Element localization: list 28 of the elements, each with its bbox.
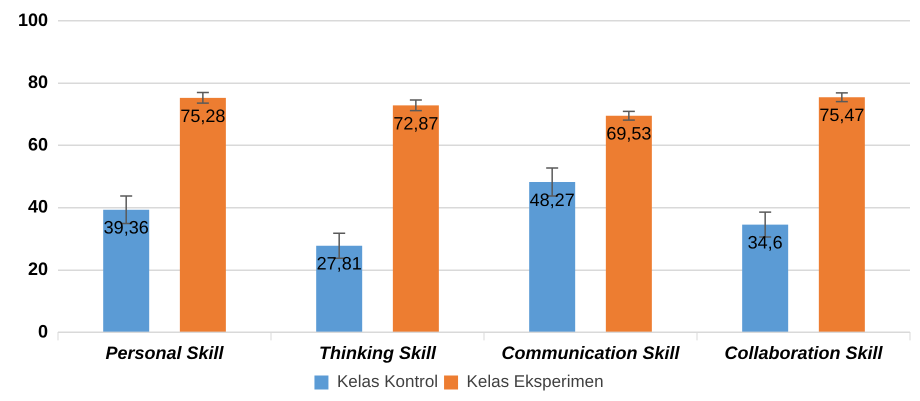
data-label: 69,53	[606, 124, 652, 144]
legend-label: Kelas Kontrol	[336, 372, 438, 392]
data-label: 34,6	[748, 232, 783, 253]
data-label: 75,28	[180, 106, 226, 126]
y-tick-label: 40	[28, 196, 48, 217]
y-tick-label: 20	[28, 259, 48, 280]
y-tick-label: 100	[18, 10, 48, 30]
x-tick-label: Collaboration Skill	[724, 343, 884, 364]
bar	[180, 98, 226, 332]
data-label: 48,27	[530, 190, 575, 210]
x-tick-label: Communication Skill	[501, 343, 681, 364]
data-label: 72,87	[393, 113, 438, 134]
bar	[316, 246, 362, 332]
data-label: 75,47	[819, 105, 864, 126]
bar	[392, 105, 439, 332]
bar	[742, 224, 788, 332]
y-tick-label: 0	[38, 321, 48, 342]
data-label: 27,81	[316, 254, 362, 274]
x-tick-label: Personal Skill	[105, 343, 225, 364]
x-tick-label: Thinking Skill	[319, 343, 438, 364]
y-tick-label: 80	[28, 72, 48, 92]
bar	[103, 210, 150, 332]
y-tick-label: 60	[28, 134, 48, 154]
bar	[606, 116, 652, 332]
data-label: 39,36	[104, 218, 149, 238]
bar	[818, 97, 865, 332]
bar	[529, 182, 576, 332]
legend-label: Kelas Eksperimen	[466, 372, 604, 392]
